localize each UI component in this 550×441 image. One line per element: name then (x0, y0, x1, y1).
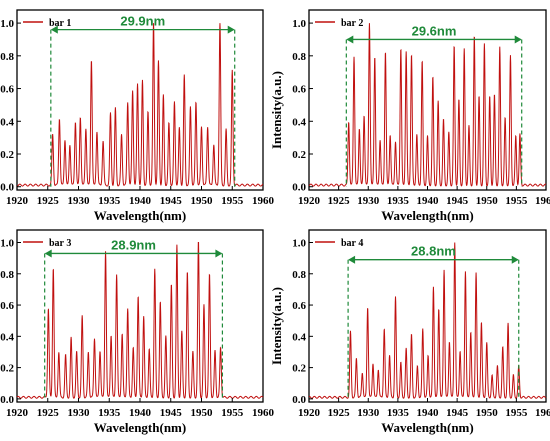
x-tick-label: 1955 (505, 407, 528, 419)
x-tick-label: 1955 (505, 195, 528, 207)
x-tick-label: 1950 (191, 407, 214, 419)
legend-label: bar 3 (49, 238, 71, 249)
arrowhead-right-icon (514, 35, 522, 44)
x-tick-label: 1945 (446, 407, 469, 419)
bandwidth-label: 29.6nm (412, 23, 457, 38)
y-tick-label: 0.6 (292, 84, 306, 96)
arrowhead-right-icon (227, 25, 235, 34)
x-tick-label: 1930 (68, 407, 91, 419)
y-tick-label: 0.0 (292, 182, 306, 194)
x-tick-label: 1950 (191, 195, 214, 207)
bandwidth-label: 28.8nm (411, 244, 456, 259)
series-line-2 (308, 23, 547, 187)
x-tick-label: 1935 (387, 407, 410, 419)
y-tick-label: 0.8 (0, 269, 14, 281)
x-tick-label: 1935 (98, 407, 121, 419)
legend-label: bar 2 (341, 18, 363, 29)
y-axis-label: Intensity(a.u.) (269, 71, 284, 149)
y-tick-label: 0.2 (292, 149, 306, 161)
series-line-4 (308, 242, 547, 399)
series-line-1 (16, 23, 264, 187)
x-tick-label: 1930 (357, 195, 380, 207)
x-tick-label: 1920 (6, 195, 29, 207)
y-tick-label: 0.0 (292, 394, 306, 406)
y-tick-label: 0.2 (0, 363, 14, 375)
arrowhead-left-icon (348, 255, 356, 264)
x-tick-label: 1935 (387, 195, 410, 207)
y-tick-label: 0.4 (292, 116, 306, 128)
y-tick-label: 1.0 (292, 18, 306, 30)
series-line-3 (16, 242, 264, 399)
x-tick-label: 1940 (129, 195, 152, 207)
bandwidth-label: 29.9nm (120, 14, 165, 29)
y-tick-label: 0.6 (292, 300, 306, 312)
x-axis-label: Wavelength(nm) (381, 420, 473, 435)
x-tick-label: 1940 (417, 407, 440, 419)
x-axis-label: Wavelength(nm) (94, 420, 186, 435)
legend-label: bar 4 (341, 238, 363, 249)
x-tick-label: 1925 (37, 407, 60, 419)
legend-label: bar 1 (49, 18, 71, 29)
x-tick-label: 1935 (98, 195, 121, 207)
y-tick-label: 0.8 (292, 51, 306, 63)
x-tick-label: 1930 (68, 195, 91, 207)
x-tick-label: 1960 (535, 195, 550, 207)
x-tick-label: 1950 (476, 195, 499, 207)
y-tick-label: 0.6 (0, 84, 14, 96)
x-tick-label: 1955 (221, 195, 244, 207)
y-tick-label: 1.0 (0, 238, 14, 250)
y-axis-label: Intensity(a.u.) (269, 287, 284, 365)
x-axis-label: Wavelength(nm) (381, 208, 473, 223)
x-tick-label: 1925 (328, 195, 351, 207)
y-tick-label: 1.0 (0, 18, 14, 30)
x-tick-label: 1920 (298, 407, 321, 419)
bandwidth-annotation: 29.9nm (50, 14, 236, 187)
y-tick-label: 0.2 (292, 363, 306, 375)
chart-panel-2: 0.0 0.2 0.4 0.6 0.8 1.0 1920 1925 1930 1935 1940 19… (269, 9, 550, 223)
y-tick-label: 0.8 (292, 269, 306, 281)
x-tick-label: 1960 (252, 407, 275, 419)
arrowhead-left-icon (44, 249, 52, 258)
x-tick-label: 1955 (221, 407, 244, 419)
y-tick-label: 0.4 (0, 331, 14, 343)
arrowhead-left-icon (50, 25, 58, 34)
y-tick-label: 0.2 (0, 149, 14, 161)
x-tick-label: 1925 (37, 195, 60, 207)
x-tick-label: 1945 (160, 407, 183, 419)
x-tick-label: 1920 (298, 195, 321, 207)
x-tick-label: 1945 (160, 195, 183, 207)
bandwidth-annotation: 29.6nm (345, 23, 523, 187)
x-tick-label: 1960 (535, 407, 550, 419)
x-tick-label: 1925 (328, 407, 351, 419)
x-tick-label: 1920 (6, 407, 29, 419)
arrowhead-left-icon (346, 35, 354, 44)
x-tick-label: 1940 (129, 407, 152, 419)
bandwidth-annotation: 28.8nm (347, 244, 520, 399)
y-tick-label: 0.0 (0, 394, 14, 406)
y-tick-label: 0.4 (292, 331, 306, 343)
x-tick-label: 1960 (252, 195, 275, 207)
chart-panel-4: 0.0 0.2 0.4 0.6 0.8 1.0 1920 1925 1930 1935 1940 19… (269, 229, 550, 435)
y-tick-label: 0.0 (0, 182, 14, 194)
chart-panel-1: 0.0 0.2 0.4 0.6 0.8 1.0 1920 1925 1930 1935 1940 19… (0, 9, 275, 223)
x-tick-label: 1950 (476, 407, 499, 419)
y-tick-label: 1.0 (292, 238, 306, 250)
x-tick-label: 1930 (357, 407, 380, 419)
y-tick-label: 0.6 (0, 300, 14, 312)
x-tick-label: 1945 (446, 195, 469, 207)
x-axis-label: Wavelength(nm) (94, 208, 186, 223)
arrowhead-right-icon (215, 249, 223, 258)
arrowhead-right-icon (511, 255, 519, 264)
x-tick-label: 1940 (417, 195, 440, 207)
y-tick-label: 0.8 (0, 51, 14, 63)
chart-panel-3: 0.0 0.2 0.4 0.6 0.8 1.0 1920 1925 1930 1935 1940 19… (0, 229, 275, 435)
bandwidth-annotation: 28.9nm (44, 237, 224, 399)
y-tick-label: 0.4 (0, 116, 14, 128)
bandwidth-label: 28.9nm (111, 237, 156, 252)
